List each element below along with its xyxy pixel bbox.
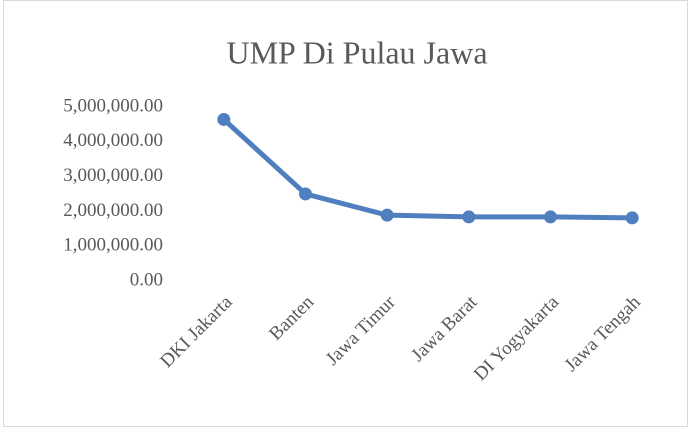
y-tick-label: 5,000,000.00: [63, 95, 163, 116]
y-tick-label: 3,000,000.00: [63, 165, 163, 186]
y-tick-label: 1,000,000.00: [63, 235, 163, 256]
series-line: [221, 116, 635, 221]
y-tick-label: 0.00: [130, 269, 163, 290]
chart-title: UMP Di Pulau Jawa: [226, 34, 487, 70]
y-tick-label: 4,000,000.00: [63, 130, 163, 151]
chart-border: [3, 0, 688, 427]
data-point: [380, 208, 394, 222]
data-point: [625, 211, 639, 225]
data-point: [217, 112, 231, 126]
data-point: [544, 210, 557, 224]
data-point: [462, 210, 476, 224]
data-point: [299, 187, 312, 201]
y-tick-label: 2,000,000.00: [63, 200, 163, 221]
